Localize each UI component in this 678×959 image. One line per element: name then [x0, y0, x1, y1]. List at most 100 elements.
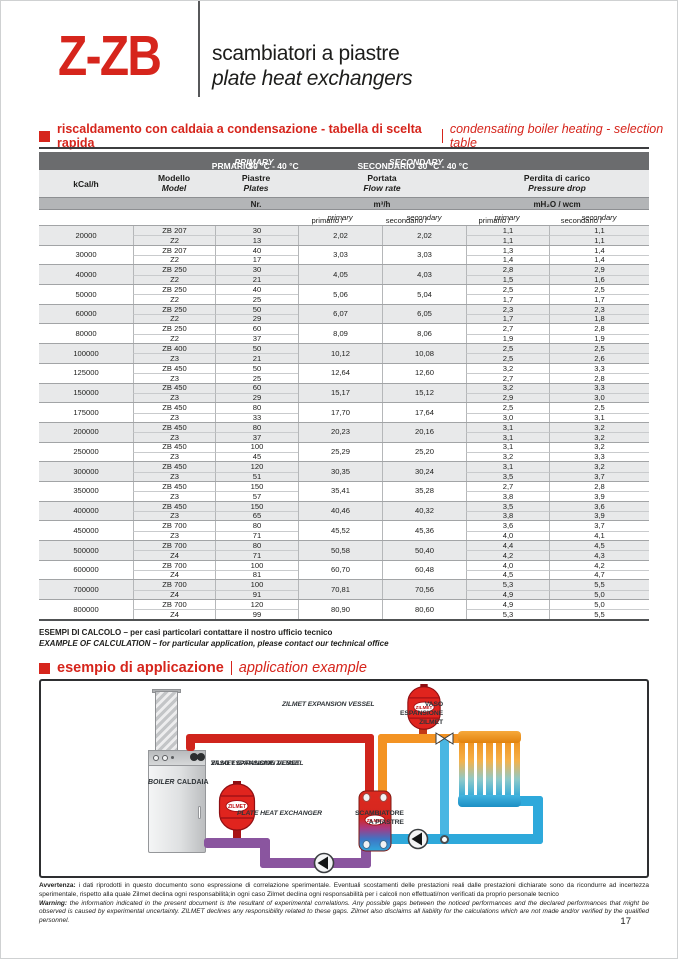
- kcal-cell: 40000: [75, 269, 97, 279]
- pd_primary-cell: 2,7: [466, 373, 549, 383]
- warning-en: Warning: the information indicated in th…: [39, 899, 649, 925]
- plates-cell: 150: [215, 501, 298, 511]
- plates-cell: 17: [215, 255, 298, 265]
- primary-return-pipe: [361, 839, 371, 868]
- table-row: 40000 ZB 250 Z2 30 21 4,05 4,03 2,8 1,5 2,9 1,6: [39, 264, 649, 285]
- pd_secondary-cell: 4,3: [549, 550, 649, 560]
- pd_primary-cell: 5,3: [466, 609, 549, 619]
- bypass-pipe: [440, 739, 449, 844]
- pd_secondary-cell: 2,8: [549, 324, 649, 334]
- kcal-cell: 450000: [73, 525, 99, 535]
- pd_secondary-cell: 1,4: [549, 245, 649, 256]
- kcal-cell: 150000: [73, 388, 99, 398]
- variant-cell: Z3: [133, 353, 215, 363]
- primary-supply-pipe: [186, 734, 374, 743]
- flow-cell: 5,06: [298, 285, 382, 304]
- model-cell: ZB 207: [133, 226, 215, 236]
- horizontal-rule: [39, 147, 649, 149]
- temperature-band: PRMARIO - PRIMARY 50 °C - 40 °C SECONDAR…: [39, 152, 649, 171]
- primary-supply-pipe: [365, 734, 374, 796]
- flow-cell: 4,03: [382, 265, 466, 285]
- pd_primary-cell: 1,3: [466, 245, 549, 256]
- variant-cell: Z2: [133, 235, 215, 245]
- pd_primary-cell: 3,6: [466, 521, 549, 531]
- flow-cell: 40,46: [298, 501, 382, 521]
- plates-cell: 25: [215, 373, 298, 383]
- table-row: 300000 ZB 450 Z3 120 51 30,35 30,24 3,1 3,5 3,2 3,…: [39, 461, 649, 481]
- col-header-model: Modello Model: [157, 173, 191, 194]
- variant-cell: Z3: [133, 451, 215, 462]
- table-row: 500000 ZB 700 Z4 80 71 50,58 50,40 4,4 4,2 4,5 4,3: [39, 540, 649, 560]
- table-row: 450000 ZB 700 Z3 80 71 45,52 45,36 3,6 4,0 3,7 4,1: [39, 520, 649, 540]
- model-cell: ZB 450: [133, 462, 215, 472]
- table-row: 400000 ZB 450 Z3 150 65 40,46 40,32 3,5 3,8 3,6 3,…: [39, 500, 649, 521]
- pipe-connector-icon: [440, 834, 449, 844]
- flow-cell: 2,02: [382, 226, 466, 245]
- variant-cell: Z3: [133, 530, 215, 540]
- table-row: 60000 ZB 250 Z2 50 29 6,07 6,05 2,3 1,7 2,3 1,8: [39, 303, 649, 324]
- pd_primary-cell: 4,0: [466, 530, 549, 540]
- pd_primary-cell: 2,8: [466, 265, 549, 275]
- section-heading-application-example: esempio di applicazione application exam…: [39, 660, 367, 676]
- pd_primary-cell: 1,1: [466, 235, 549, 245]
- secondary-return-pipe: [515, 796, 543, 806]
- pd_primary-cell: 1,7: [466, 294, 549, 304]
- pd_secondary-cell: 1,7: [549, 294, 649, 304]
- pd_primary-cell: 2,9: [466, 392, 549, 403]
- kcal-cell: 100000: [73, 348, 99, 358]
- pd_secondary-cell: 2,6: [549, 353, 649, 363]
- sublabel-pressure-primary: primario / primary: [478, 213, 520, 225]
- pd_secondary-cell: 3,3: [549, 451, 649, 462]
- kcal-cell: 60000: [75, 309, 97, 319]
- boiler: [148, 750, 206, 853]
- radiator: [458, 731, 521, 807]
- model-cell: ZB 250: [133, 285, 215, 295]
- boiler-door-handle: [198, 806, 201, 819]
- plates-cell: 91: [215, 589, 298, 600]
- secondary-return-pipe: [533, 796, 543, 844]
- title-separator: [441, 129, 443, 143]
- pd_primary-cell: 3,8: [466, 510, 549, 521]
- plates-cell: 100: [215, 442, 298, 452]
- plates-cell: 60: [215, 324, 298, 334]
- table-row: 50000 ZB 250 Z2 40 25 5,06 5,04 2,5 1,7 2,5 1,7: [39, 284, 649, 304]
- units-row: Nr. m³/h mH₂O / wcm: [39, 197, 649, 210]
- variant-cell: Z4: [133, 570, 215, 580]
- radiator-tubes: [459, 741, 520, 799]
- table-row: 100000 ZB 400 Z3 50 21 10,12 10,08 2,5 2,5 2,5 2,6: [39, 343, 649, 363]
- flow-cell: 35,41: [298, 481, 382, 501]
- unit-flow: m³/h: [373, 200, 391, 209]
- pd_secondary-cell: 5,5: [549, 609, 649, 619]
- pd_secondary-cell: 3,9: [549, 491, 649, 501]
- table-row: 175000 ZB 450 Z3 80 33 17,70 17,64 2,5 3,0 2,5 3,1: [39, 402, 649, 422]
- boiler-knob-icon: [153, 755, 159, 761]
- page-title-it: scambiatori a piastre: [212, 42, 400, 65]
- plates-cell: 37: [215, 333, 298, 344]
- pd_primary-cell: 3,8: [466, 491, 549, 501]
- sublabel-flow-primary: primario / primary: [311, 213, 353, 225]
- flow-cell: 8,09: [298, 324, 382, 344]
- model-cell: ZB 450: [133, 363, 215, 374]
- plates-cell: 150: [215, 481, 298, 492]
- plates-cell: 51: [215, 471, 298, 481]
- pd_primary-cell: 3,0: [466, 412, 549, 422]
- flow-cell: 2,02: [298, 226, 382, 245]
- plates-cell: 50: [215, 344, 298, 354]
- kcal-cell: 200000: [73, 427, 99, 437]
- flow-cell: 70,81: [298, 580, 382, 600]
- pd_primary-cell: 3,1: [466, 442, 549, 452]
- variant-cell: Z3: [133, 491, 215, 501]
- model-cell: ZB 700: [133, 521, 215, 531]
- flow-cell: 8,06: [382, 324, 466, 344]
- pump-icon: [407, 828, 429, 850]
- pd_primary-cell: 4,2: [466, 550, 549, 560]
- pd_secondary-cell: 3,7: [549, 471, 649, 481]
- flow-cell: 50,58: [298, 541, 382, 560]
- flow-cell: 6,05: [382, 304, 466, 324]
- variant-cell: Z4: [133, 589, 215, 600]
- pd_primary-cell: 1,4: [466, 255, 549, 265]
- section-heading-selection-table: riscaldamento con caldaia a condensazion…: [39, 122, 677, 150]
- footer-warning: Avvertenza: i dati riprodotti in questo …: [39, 882, 649, 926]
- pd_primary-cell: 3,1: [466, 462, 549, 472]
- variant-cell: Z2: [133, 255, 215, 265]
